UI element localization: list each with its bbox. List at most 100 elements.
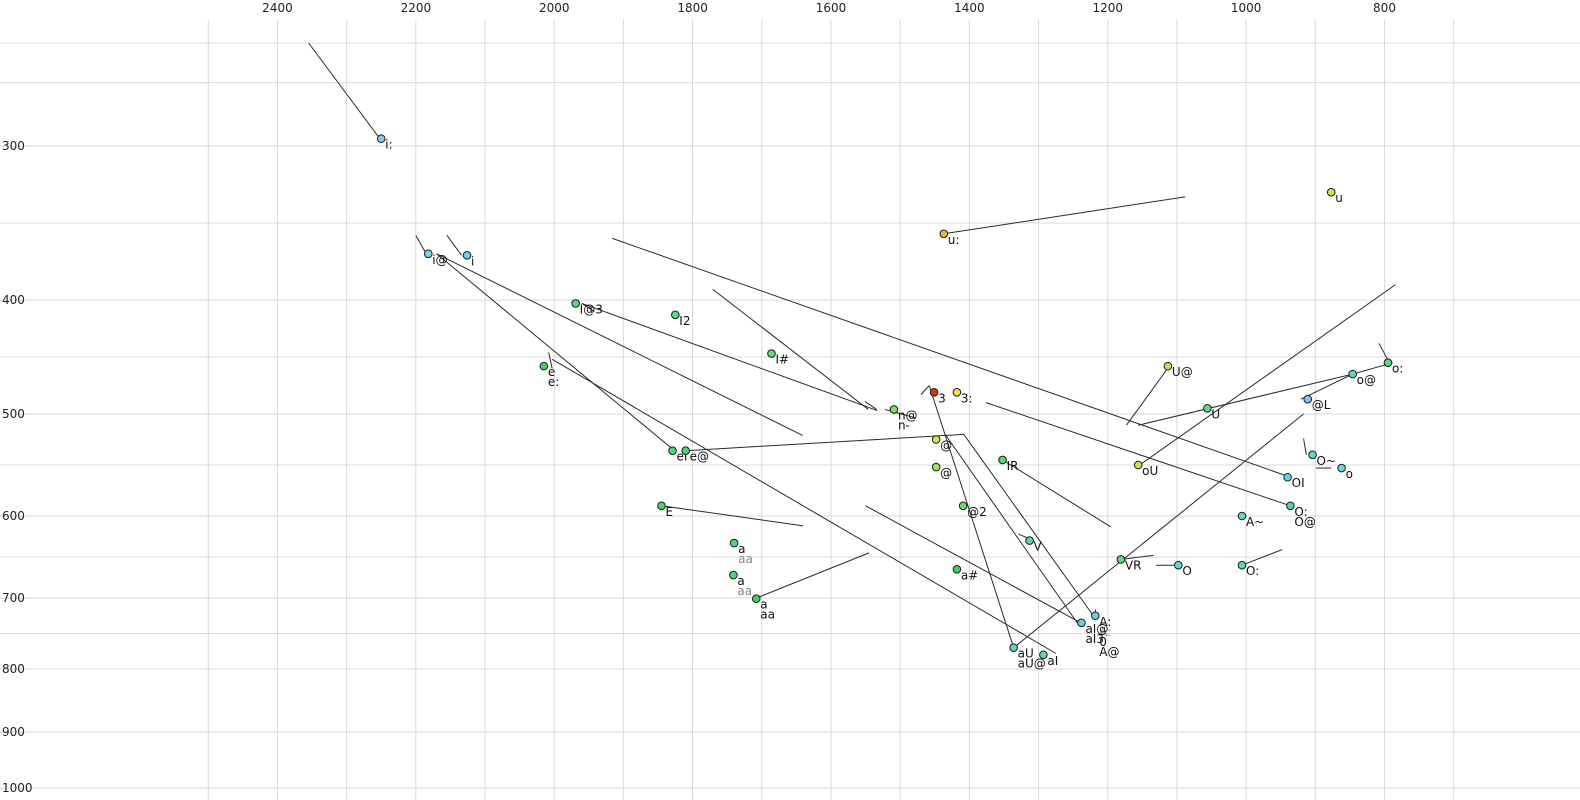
connector-line: [754, 552, 870, 600]
x-tick-label: 1000: [1231, 1, 1262, 15]
vowel-label: aI: [1047, 654, 1058, 668]
vowel-point: [668, 446, 677, 456]
connector-line: [1139, 284, 1396, 466]
x-tick-label: 800: [1373, 1, 1396, 15]
y-tick-label: 500: [2, 407, 25, 421]
vowel-point: [1090, 611, 1100, 621]
vowel-label: @2: [967, 505, 987, 519]
vowel-label: a: [738, 542, 745, 556]
vowel-label: a: [760, 598, 767, 612]
vowel-label: 3: [938, 391, 946, 405]
connector-line: [581, 302, 595, 312]
vowel-point: [958, 501, 968, 511]
vowel-label: OI: [1292, 476, 1305, 490]
connector-line: [985, 402, 1291, 507]
vowel-point: [998, 455, 1007, 465]
vowel-label: o@: [1357, 373, 1376, 387]
connector-line: [1013, 413, 1304, 649]
vowel-point: [539, 361, 549, 371]
vowel-point: [1337, 463, 1346, 473]
vowel-label-variant: n-: [898, 418, 910, 432]
vowel-label-variant: O@: [1294, 515, 1315, 529]
vowel-point: [423, 249, 433, 259]
vowel-point: [657, 501, 666, 511]
vowel-point: [889, 405, 899, 414]
vowel-point: [931, 435, 941, 444]
connector-line: [1120, 554, 1154, 560]
vowel-label: i@: [432, 253, 447, 267]
vowel-label: E: [665, 505, 673, 519]
vowel-label: O: [1182, 564, 1191, 578]
vowel-label-variant: aa: [737, 584, 752, 598]
connector-line: [581, 302, 878, 412]
vowel-label: @: [940, 439, 952, 453]
y-tick-label: 800: [2, 662, 25, 676]
vowel-label: @L: [1312, 398, 1331, 412]
vowel-point: [1303, 394, 1312, 404]
vowel-point: [1133, 460, 1143, 470]
connector-line: [865, 505, 1081, 624]
x-tick-label: 1200: [1092, 1, 1123, 15]
vowel-label: i:: [385, 138, 392, 152]
connector-line: [415, 235, 427, 255]
vowel-point: [952, 565, 962, 574]
vowel-label: n@: [898, 408, 918, 422]
vowel-label: e@: [690, 450, 709, 464]
x-tick-label: 2400: [262, 1, 293, 15]
vowel-point: [1174, 560, 1183, 570]
vowel-point: [571, 299, 580, 308]
vowel-label: O:: [1246, 564, 1259, 578]
y-tick-label: 900: [2, 725, 25, 739]
connector-line: [436, 253, 675, 452]
connector-line: [920, 385, 930, 395]
connector-line: [1138, 373, 1353, 426]
axis-tick-labels: 2400 2200 2000 1800 1600 1400 1200 1000 800 300 40…: [2, 1, 1396, 795]
vowel-point: [1237, 560, 1247, 570]
vowel-label-variant: aa: [738, 552, 753, 566]
y-tick-label: 600: [2, 509, 25, 523]
vowel-label-variant: A@: [1099, 645, 1119, 659]
vowel-label: u: [1335, 191, 1343, 205]
vowel-point: [1308, 450, 1317, 460]
vowel-point: [729, 570, 738, 580]
vowel-label-variant: A:: [1099, 625, 1111, 639]
vowel-label: aU: [1018, 647, 1034, 661]
vowel-label: V: [1034, 540, 1043, 554]
vowel-label: o:: [1392, 362, 1403, 376]
vowel-label: I#: [775, 353, 789, 367]
vowel-point: [1009, 643, 1018, 653]
connector-line: [944, 434, 1078, 624]
y-tick-label: 300: [2, 139, 25, 153]
vowel-point: [939, 229, 949, 239]
connector-line: [436, 253, 803, 436]
connector-line: [685, 433, 964, 452]
connector-line: [612, 237, 1291, 478]
vowel-label-variant: aI3: [1085, 632, 1104, 646]
connector-line: [551, 358, 1057, 654]
connector-line: [1303, 438, 1307, 455]
x-tick-label: 2000: [539, 1, 570, 15]
vowel-point: [931, 462, 941, 472]
vowel-point: [681, 446, 690, 456]
vowel-label: @: [940, 466, 952, 480]
x-tick-label: 1400: [954, 1, 985, 15]
vowel-label: oU: [1142, 464, 1158, 478]
vowel-point: [767, 349, 776, 358]
vowel-label: U: [1211, 407, 1220, 421]
vowel-label: U@: [1172, 365, 1193, 379]
vowel-point: [1348, 369, 1357, 379]
vowel-point: [1025, 536, 1034, 545]
vowel-label: u:: [948, 233, 960, 247]
vowel-label: eI: [677, 450, 688, 464]
vowel-point: [1203, 404, 1212, 413]
vowel-point: [1077, 618, 1086, 628]
connector-line: [1002, 459, 1111, 528]
vowel-point: [751, 594, 761, 604]
x-tick-label: 2200: [401, 1, 432, 15]
vowel-point: [1383, 358, 1393, 368]
vowel-label: I2: [679, 314, 690, 328]
connector-line: [864, 401, 877, 410]
